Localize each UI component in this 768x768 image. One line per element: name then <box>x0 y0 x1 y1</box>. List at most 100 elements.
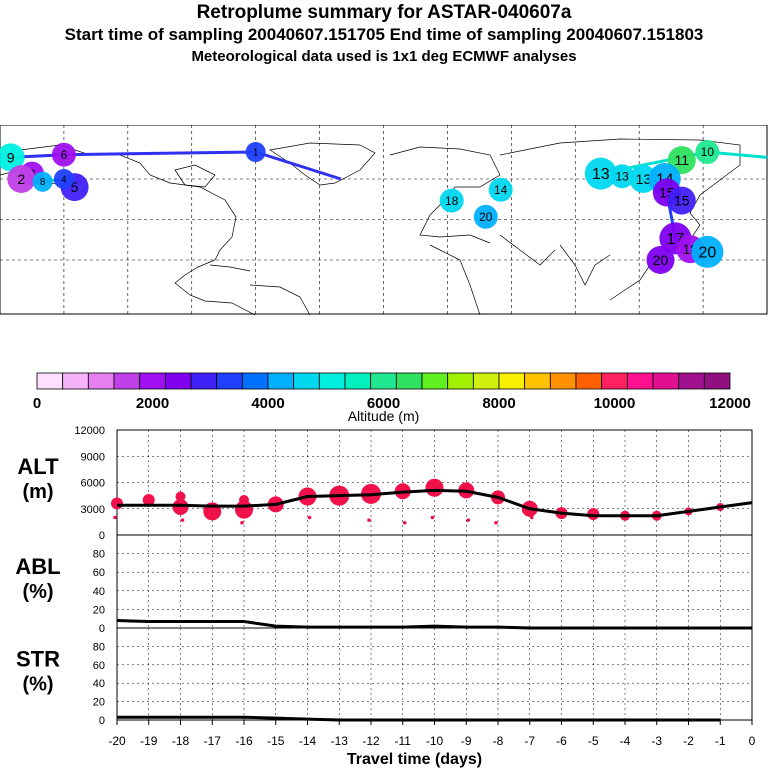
altitude-bubble <box>239 495 249 505</box>
retroplume-map: 16910111313131414151718182020205432815 <box>0 125 768 315</box>
cluster-bubble <box>32 171 53 192</box>
panel-abl: 0 20 40 60 80 ABL(%) <box>15 534 753 635</box>
greenland-coast <box>269 142 376 186</box>
altitude-bubble <box>175 491 186 502</box>
altitude-colorbar: 0 2000 4000 6000 8000 10000 12000 Altitude (m) <box>33 372 751 424</box>
cluster-label: 10 <box>701 145 715 159</box>
arabia-coast <box>499 234 556 266</box>
india-coast <box>559 244 611 286</box>
x-tick-label: -18 <box>172 734 190 748</box>
cluster-bubble <box>667 186 696 215</box>
cluster-label: 13 <box>636 171 652 187</box>
y-tick-label: 60 <box>93 567 105 579</box>
x-tick-label: -3 <box>651 734 662 748</box>
cluster-label: 15 <box>674 193 690 209</box>
x-tick-label: -15 <box>267 734 285 748</box>
y-tick-label: 0 <box>99 715 105 727</box>
cluster-label: 14 <box>494 183 508 197</box>
colorbar-cell <box>241 372 269 390</box>
europe-coast <box>389 146 501 244</box>
colorbar-tick-label: 0 <box>33 395 41 412</box>
x-tick-label: -7 <box>524 734 535 748</box>
x-tick-label: -17 <box>204 734 222 748</box>
colorbar-cell <box>678 372 705 390</box>
cluster-label: 20 <box>479 210 493 224</box>
panel-label: ALT <box>17 454 59 479</box>
altitude-dot <box>307 515 312 520</box>
cluster-label: 9 <box>7 149 15 165</box>
colorbar-cell <box>139 372 166 390</box>
cluster-bubble <box>691 235 724 268</box>
colorbar-cell <box>318 372 346 390</box>
cluster-label: 1 <box>253 148 259 159</box>
x-tick-label: -2 <box>683 734 694 748</box>
colorbar-cell <box>87 372 115 390</box>
cluster-bubble <box>488 177 513 202</box>
plume-clusters: 16910111313131414151718182020205432815 <box>0 140 724 274</box>
colorbar-cell <box>190 372 218 390</box>
cluster-label: 20 <box>698 245 716 262</box>
x-tick-label: -14 <box>299 734 317 748</box>
panel-str: 0 20 40 60 80 STR(%) <box>16 627 753 727</box>
panel-units: (%) <box>22 581 53 603</box>
caribbean <box>209 264 251 272</box>
colorbar-cell <box>472 372 500 390</box>
cluster-bubble <box>473 204 498 229</box>
y-tick-label: 60 <box>93 660 105 672</box>
cluster-bubble <box>439 188 464 213</box>
colorbar-cell <box>370 372 397 390</box>
x-tick-label: -5 <box>588 734 599 748</box>
y-tick-label: 80 <box>93 641 105 653</box>
x-tick-label: -6 <box>556 734 567 748</box>
colorbar-tick-label: 12000 <box>709 395 751 412</box>
altitude-bubble <box>425 478 444 497</box>
y-tick-label: 20 <box>93 604 105 616</box>
y-tick-label: 40 <box>93 586 105 598</box>
colorbar-tick-labels: 0 2000 4000 6000 8000 10000 12000 Altitude (m) <box>33 395 751 424</box>
y-tick-label: 20 <box>93 697 105 709</box>
colorbar-cell <box>62 372 89 390</box>
colorbar-cell <box>113 372 141 390</box>
colorbar-tick-label: 2000 <box>136 395 169 412</box>
cluster-label: 18 <box>445 194 459 208</box>
y-tick-label: 9000 <box>81 451 105 463</box>
cluster-bubble <box>646 246 675 274</box>
y-tick-label: 40 <box>93 678 105 690</box>
altitude-dot <box>402 520 407 525</box>
x-tick-label: -16 <box>235 734 253 748</box>
colorbar-cell <box>395 372 423 390</box>
panel-label: STR <box>16 647 60 672</box>
panel-units: (%) <box>22 674 53 696</box>
y-tick-label: 80 <box>93 549 105 561</box>
panel-units: (m) <box>22 481 53 503</box>
sampling-times: Start time of sampling 20040607.151705 E… <box>64 25 704 44</box>
x-axis: -20 -19 -18 -17 -16 -15 -14 -13 -12 -11 -10 -9 -8 -7-… <box>108 720 756 768</box>
x-tick-label: -19 <box>140 734 158 748</box>
colorbar-cell <box>703 372 731 390</box>
altitude-dot <box>113 515 117 520</box>
cluster-label: 5 <box>71 179 79 195</box>
cluster-label: 20 <box>653 252 669 268</box>
altitude-bubble <box>142 494 155 506</box>
colorbar-tick-label: 4000 <box>251 395 284 412</box>
x-tick-label: 0 <box>749 734 756 748</box>
cluster-bubble <box>7 165 36 193</box>
cluster-bubble <box>0 143 25 172</box>
altitude-dot <box>430 515 435 520</box>
cluster-label: 8 <box>40 177 46 188</box>
chart-title: Retroplume summary for ASTAR-040607a <box>196 2 572 23</box>
cluster-label: 11 <box>675 152 690 168</box>
series-line <box>117 488 753 518</box>
cluster-label: 4 <box>61 175 67 186</box>
colorbar-cell <box>36 372 64 390</box>
cluster-label: 13 <box>615 170 629 184</box>
colorbar-tick-label: 8000 <box>482 395 515 412</box>
cluster-bubble <box>695 140 720 164</box>
cluster-label: 13 <box>592 166 610 183</box>
colorbar-cell <box>549 372 577 390</box>
colorbar-cell <box>524 372 551 390</box>
coastlines <box>0 138 741 315</box>
colorbar-cell <box>216 372 243 390</box>
x-tick-label: -8 <box>493 734 504 748</box>
colorbar-cells <box>36 372 731 390</box>
